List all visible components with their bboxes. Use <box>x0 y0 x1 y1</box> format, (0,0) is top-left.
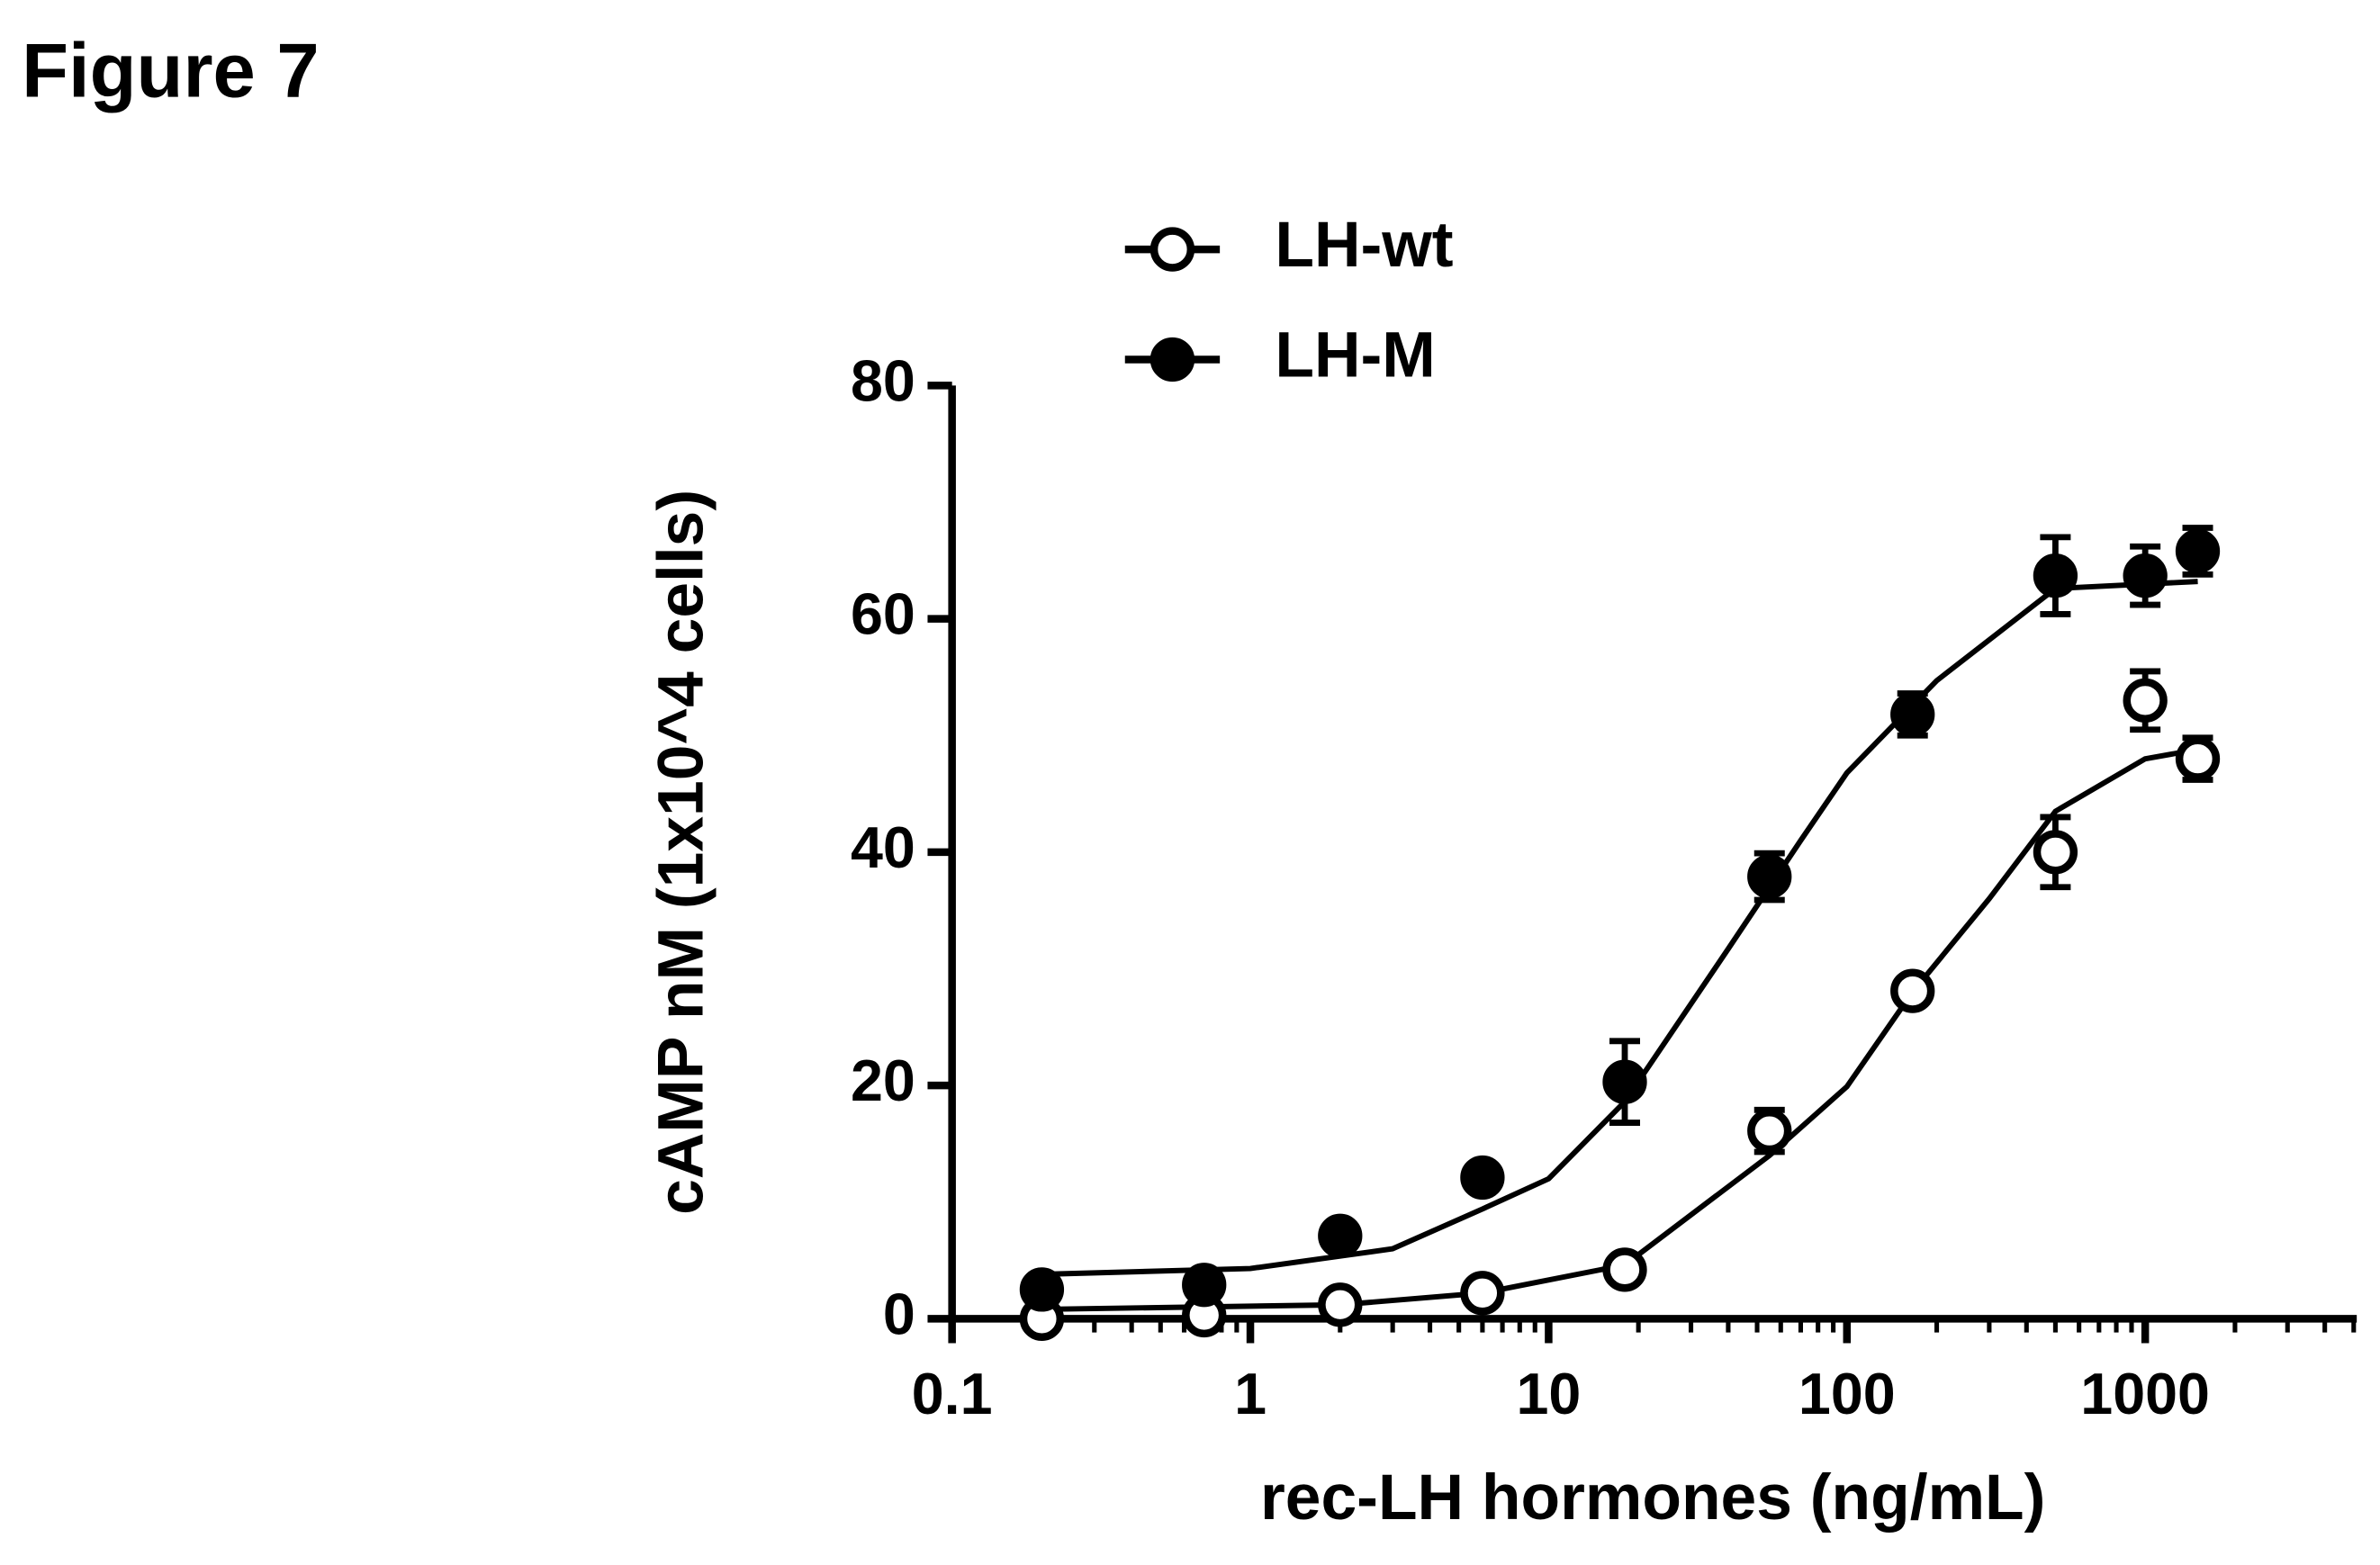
point <box>1747 1108 1792 1154</box>
point <box>1602 1247 1647 1292</box>
x-tick-label: 1000 <box>2080 1362 2210 1426</box>
y-tick-label: 20 <box>851 1048 915 1113</box>
y-tick-label: 80 <box>851 348 915 413</box>
x-axis-title: rec-LH hormones (ng/mL) <box>1260 1462 2045 1534</box>
point <box>1602 1059 1647 1104</box>
point <box>1318 1282 1363 1327</box>
point <box>2033 830 2078 875</box>
point <box>1318 1213 1363 1258</box>
x-tick-label: 100 <box>1799 1362 1896 1426</box>
point <box>2175 736 2221 781</box>
point <box>2175 528 2221 574</box>
legend-marker <box>1149 227 1195 272</box>
y-tick-label: 60 <box>851 582 915 647</box>
point <box>2123 678 2168 723</box>
point <box>2123 553 2168 598</box>
point <box>1019 1267 1065 1312</box>
x-tick-label: 10 <box>1516 1362 1581 1426</box>
figure-label: Figure 7 <box>22 28 320 113</box>
fit-curve <box>1041 579 2198 1277</box>
point <box>1747 854 1792 899</box>
point <box>1460 1155 1505 1201</box>
legend-marker <box>1149 337 1195 382</box>
point <box>1182 1263 1227 1308</box>
point <box>2033 553 2078 598</box>
point <box>1460 1271 1505 1316</box>
y-axis-title: cAMP nM (1x10^4 cells) <box>645 490 717 1215</box>
point <box>1890 968 1935 1013</box>
fit-curve <box>1041 746 2199 1312</box>
y-tick-label: 40 <box>851 815 915 880</box>
y-tick-label: 0 <box>883 1282 915 1346</box>
legend-label: LH-wt <box>1275 209 1453 281</box>
legend-label: LH-M <box>1275 319 1435 391</box>
x-tick-label: 0.1 <box>912 1362 993 1426</box>
point <box>1890 692 1935 737</box>
x-tick-label: 1 <box>1234 1362 1267 1426</box>
